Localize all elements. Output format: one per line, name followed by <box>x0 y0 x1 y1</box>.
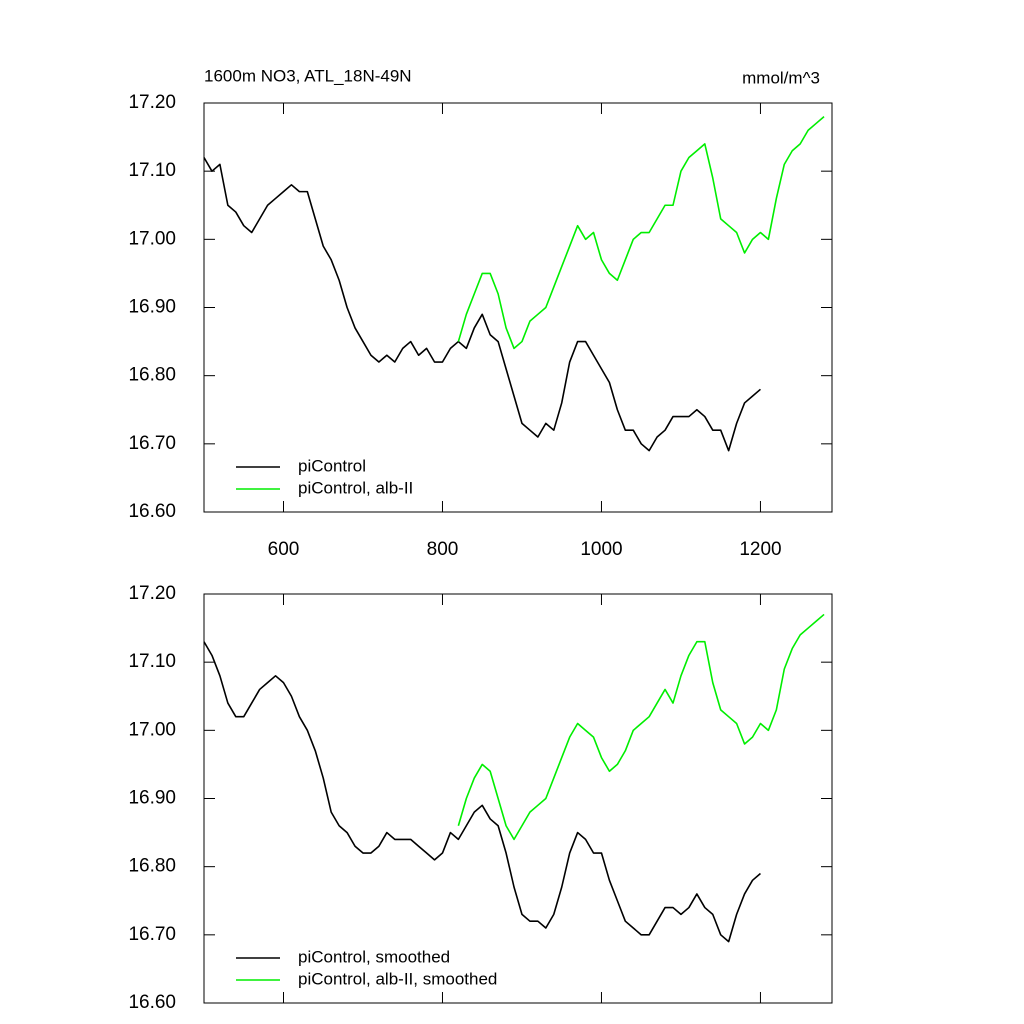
y-tick-label: 16.60 <box>128 992 176 1013</box>
units-label: mmol/m^3 <box>742 68 820 87</box>
legend-label: piControl, smoothed <box>298 947 450 966</box>
legend-label: piControl <box>298 456 366 475</box>
data-line <box>203 641 761 943</box>
y-tick-label: 16.70 <box>128 924 176 945</box>
y-tick-label: 17.20 <box>128 583 176 604</box>
y-tick-label: 17.10 <box>128 160 176 181</box>
x-tick-label: 800 <box>427 539 459 560</box>
y-tick-label: 16.90 <box>128 297 176 318</box>
y-tick-label: 17.10 <box>128 651 176 672</box>
plot-frame <box>203 102 833 513</box>
data-line <box>203 157 761 452</box>
y-tick-label: 16.70 <box>128 433 176 454</box>
y-tick-label: 17.20 <box>128 92 176 113</box>
legend-label: piControl, alb-II <box>298 478 413 497</box>
legend-label: piControl, alb-II, smoothed <box>298 969 497 988</box>
data-line <box>457 613 825 841</box>
x-tick-label: 1200 <box>739 539 781 560</box>
chart-title: 1600m NO3, ATL_18N-49N <box>204 66 412 85</box>
plot-frame <box>203 593 833 1004</box>
y-tick-label: 16.60 <box>128 501 176 522</box>
y-tick-label: 16.80 <box>128 856 176 877</box>
y-tick-label: 17.00 <box>128 228 176 249</box>
x-tick-label: 1000 <box>580 539 622 560</box>
data-line <box>457 116 825 350</box>
y-tick-label: 16.90 <box>128 788 176 809</box>
x-tick-label: 600 <box>268 539 300 560</box>
y-tick-label: 16.80 <box>128 365 176 386</box>
y-tick-label: 17.00 <box>128 719 176 740</box>
